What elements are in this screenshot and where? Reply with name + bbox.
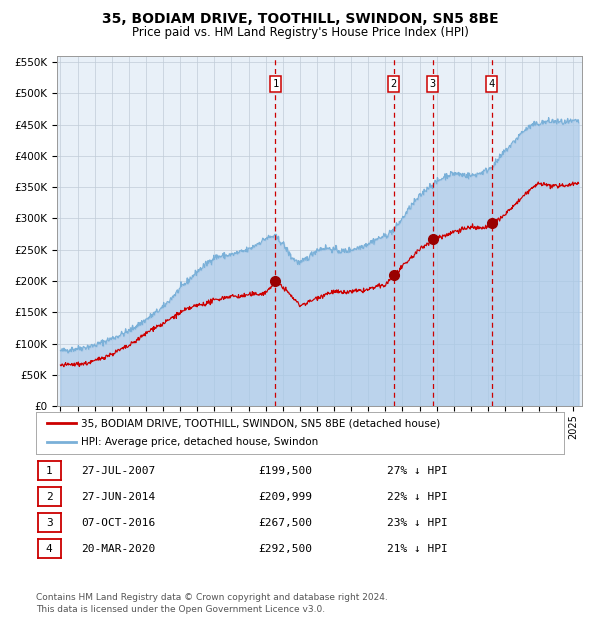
- Text: 2: 2: [46, 492, 53, 502]
- Text: 4: 4: [46, 544, 53, 554]
- Text: Contains HM Land Registry data © Crown copyright and database right 2024.
This d: Contains HM Land Registry data © Crown c…: [36, 593, 388, 614]
- Text: 27% ↓ HPI: 27% ↓ HPI: [387, 466, 448, 476]
- Text: HPI: Average price, detached house, Swindon: HPI: Average price, detached house, Swin…: [81, 438, 318, 448]
- Text: 22% ↓ HPI: 22% ↓ HPI: [387, 492, 448, 502]
- Text: 20-MAR-2020: 20-MAR-2020: [81, 544, 155, 554]
- Text: 27-JUN-2014: 27-JUN-2014: [81, 492, 155, 502]
- Text: 23% ↓ HPI: 23% ↓ HPI: [387, 518, 448, 528]
- Text: Price paid vs. HM Land Registry's House Price Index (HPI): Price paid vs. HM Land Registry's House …: [131, 26, 469, 39]
- Text: £267,500: £267,500: [258, 518, 312, 528]
- Text: 35, BODIAM DRIVE, TOOTHILL, SWINDON, SN5 8BE: 35, BODIAM DRIVE, TOOTHILL, SWINDON, SN5…: [101, 12, 499, 27]
- Text: £292,500: £292,500: [258, 544, 312, 554]
- Text: £199,500: £199,500: [258, 466, 312, 476]
- Text: 27-JUL-2007: 27-JUL-2007: [81, 466, 155, 476]
- Text: 21% ↓ HPI: 21% ↓ HPI: [387, 544, 448, 554]
- Text: 3: 3: [430, 79, 436, 89]
- Text: 35, BODIAM DRIVE, TOOTHILL, SWINDON, SN5 8BE (detached house): 35, BODIAM DRIVE, TOOTHILL, SWINDON, SN5…: [81, 418, 440, 428]
- Text: 07-OCT-2016: 07-OCT-2016: [81, 518, 155, 528]
- Text: 1: 1: [46, 466, 53, 476]
- Text: £209,999: £209,999: [258, 492, 312, 502]
- Text: 2: 2: [391, 79, 397, 89]
- Text: 3: 3: [46, 518, 53, 528]
- Text: 1: 1: [272, 79, 278, 89]
- Text: 4: 4: [488, 79, 495, 89]
